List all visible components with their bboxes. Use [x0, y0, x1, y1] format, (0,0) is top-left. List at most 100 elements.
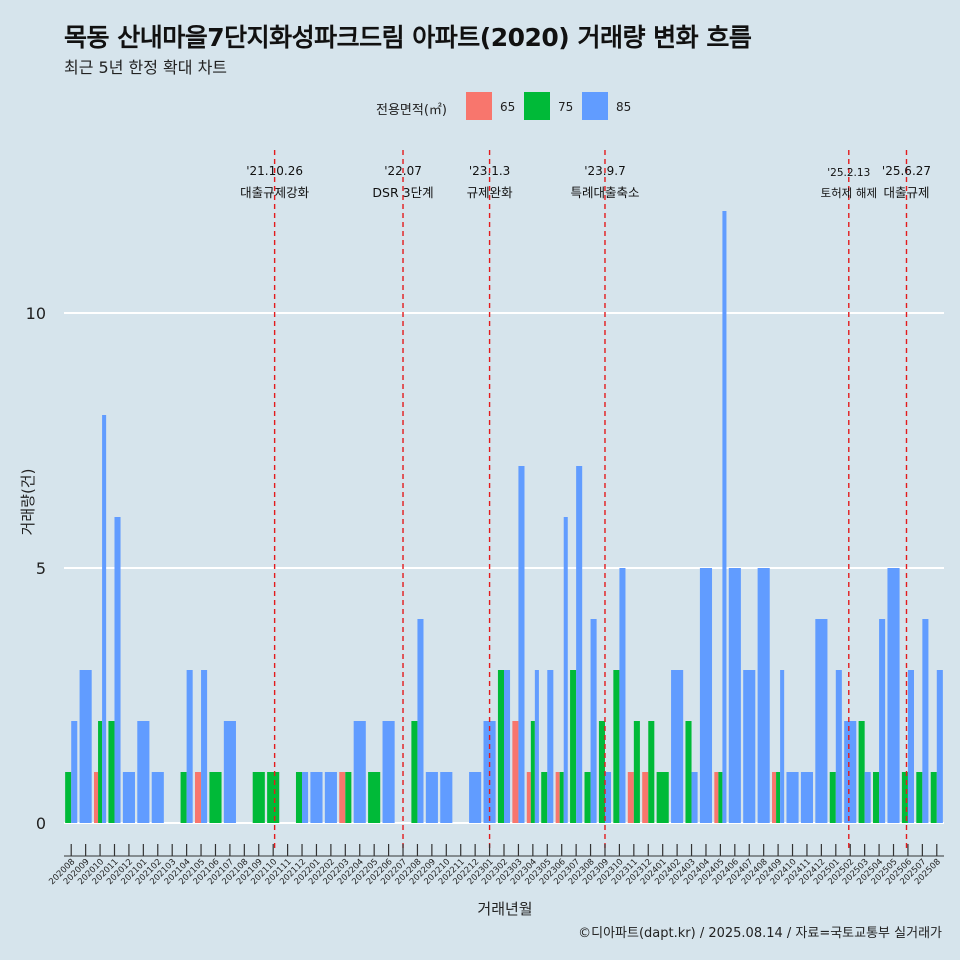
bar-85-202405 — [722, 211, 727, 823]
bar-75-202109 — [252, 772, 265, 823]
bar-75-202507 — [916, 772, 923, 823]
bar-85-202310 — [619, 568, 626, 823]
bar-65-202312 — [642, 772, 649, 823]
event-date: '21.10.26 — [246, 164, 303, 178]
bar-85-202502 — [844, 721, 857, 823]
bar-75-202205 — [368, 772, 381, 823]
bar-75-202104 — [180, 772, 187, 823]
bar-75-202304 — [530, 721, 535, 823]
bar-85-202302 — [504, 670, 511, 823]
bar-85-202506 — [907, 670, 914, 823]
bar-65-202303 — [512, 721, 519, 823]
bar-85-202303 — [518, 466, 525, 823]
bar-85-202012 — [122, 772, 135, 823]
bar-85-202503 — [864, 772, 871, 823]
bar-75-202503 — [858, 721, 865, 823]
bar-85-202105 — [201, 670, 208, 823]
bar-85-202010 — [102, 415, 107, 823]
bar-65-202409 — [772, 772, 777, 823]
source-caption: ©디아파트(dapt.kr) / 2025.08.14 / 자료=국토교통부 실… — [578, 926, 942, 941]
legend-label-65: 65 — [500, 100, 516, 114]
event-label: 특례대출축소 — [570, 185, 639, 200]
bar-75-202008 — [65, 772, 72, 823]
event-label: 대출규제강화 — [240, 185, 310, 200]
bar-85-202307 — [576, 466, 583, 823]
legend-label-75: 75 — [558, 100, 574, 114]
legend-label-85: 85 — [616, 100, 632, 114]
bar-85-202102 — [151, 772, 164, 823]
bar-85-202305 — [547, 670, 554, 823]
y-tick-label: 10 — [26, 304, 46, 323]
bar-85-202412 — [815, 619, 828, 823]
bar-75-202409 — [776, 772, 781, 823]
event-label: DSR 3단계 — [372, 185, 433, 200]
bar-75-202307 — [570, 670, 577, 823]
bar-85-202406 — [728, 568, 741, 823]
bar-75-202506 — [901, 772, 908, 823]
legend-title: 전용면적(㎡) — [376, 103, 447, 118]
bar-85-202402 — [671, 670, 684, 823]
bar-75-202208 — [411, 721, 418, 823]
bar-85-202202 — [324, 772, 337, 823]
bar-75-202312 — [648, 721, 655, 823]
bar-85-202404 — [699, 568, 713, 823]
event-label: 규제완화 — [467, 185, 514, 200]
event-date: '23.1.3 — [469, 164, 510, 178]
bar-75-202110 — [267, 772, 280, 823]
bar-85-202309 — [604, 772, 612, 823]
bar-75-202112 — [295, 772, 303, 823]
event-date: '25.2.13 — [827, 167, 870, 179]
bar-75-202405 — [718, 772, 723, 823]
bar-65-202311 — [627, 772, 634, 823]
bar-75-202106 — [209, 772, 222, 823]
events-layer: '21.10.26 대출규제강화 '22.07 DSR 3단계 '23.1.3 규제완화 '… — [240, 150, 931, 850]
bar-85-202308 — [590, 619, 597, 823]
bar-85-202212 — [469, 772, 482, 823]
bar-75-202309 — [598, 721, 605, 823]
legend: 전용면적(㎡) 65 75 85 — [0, 92, 960, 122]
bar-85-202501 — [835, 670, 842, 823]
bar-85-202411 — [800, 772, 814, 823]
bar-85-202204 — [353, 721, 366, 823]
event-date: '25.6.27 — [882, 164, 931, 178]
bar-85-202508 — [936, 670, 943, 823]
bar-85-202009 — [79, 670, 92, 823]
bar-85-202008 — [71, 721, 78, 823]
bar-85-202104 — [186, 670, 193, 823]
bar-75-202302 — [497, 670, 504, 823]
bar-65-202304 — [526, 772, 531, 823]
bar-85-202112 — [302, 772, 309, 823]
bar-85-202410 — [786, 772, 799, 823]
bar-75-202308 — [584, 772, 591, 823]
bars-layer — [65, 211, 943, 823]
bar-85-202504 — [879, 619, 886, 823]
y-tick-label: 5 — [36, 559, 46, 578]
page-title: 목동 산내마을7단지화성파크드림 아파트(2020) 거래량 변화 흐름 — [64, 23, 752, 52]
legend-swatch-75 — [524, 92, 550, 120]
bar-85-202407 — [743, 670, 756, 823]
bar-75-202403 — [685, 721, 692, 823]
bar-65-202203 — [339, 772, 346, 823]
bar-85-202210 — [440, 772, 453, 823]
bar-85-202209 — [425, 772, 438, 823]
event-label: 대출규제 — [883, 185, 929, 200]
bar-85-202403 — [691, 772, 698, 823]
bar-85-202304 — [534, 670, 539, 823]
bar-65-202306 — [555, 772, 560, 823]
event-date: '22.07 — [384, 164, 422, 178]
bar-75-202306 — [559, 772, 564, 823]
legend-swatch-85 — [582, 92, 608, 120]
bar-85-202505 — [887, 568, 900, 823]
legend-swatch-65 — [466, 92, 492, 120]
event-date: '23.9.7 — [584, 164, 625, 178]
bar-75-202508 — [930, 772, 937, 823]
bar-75-202401 — [656, 772, 669, 823]
page-subtitle: 최근 5년 한정 확대 차트 — [64, 58, 228, 77]
bar-85-202408 — [757, 568, 770, 823]
bar-65-202405 — [714, 772, 719, 823]
bar-65-202105 — [194, 772, 202, 823]
bar-75-202311 — [633, 721, 640, 823]
bar-85-202208 — [417, 619, 424, 823]
bar-85-202206 — [382, 721, 395, 823]
